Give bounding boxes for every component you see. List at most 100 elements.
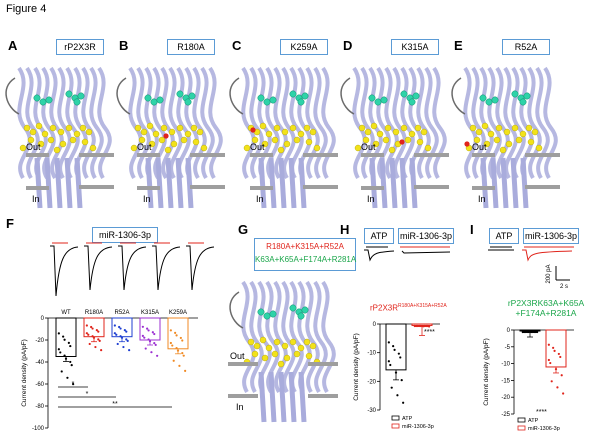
data-point: [547, 343, 550, 346]
title-h-sup: R180A+K315A+R52A: [398, 303, 447, 309]
yellow-residue: [261, 354, 269, 362]
data-point: [57, 348, 60, 351]
protein-ribbon: [249, 66, 264, 180]
yellow-residue: [251, 350, 259, 358]
yellow-residue: [200, 144, 208, 152]
out-label: Out: [230, 351, 245, 361]
cyan-residue: [269, 310, 277, 318]
protein-ribbon: [392, 66, 407, 180]
data-point: [125, 330, 128, 333]
cyan-residue: [73, 98, 81, 106]
data-point: [60, 370, 63, 373]
yellow-residue: [293, 350, 301, 358]
protein-ribbon: [200, 66, 215, 180]
yellow-residue: [152, 130, 160, 138]
cyan-residue: [485, 98, 493, 106]
data-point: [557, 352, 560, 356]
red-mutation-site: [250, 127, 256, 133]
panel-label-g: G: [238, 222, 249, 237]
yellow-residue: [499, 146, 507, 154]
figure-title: Figure 4: [6, 3, 47, 15]
data-point: [115, 333, 118, 336]
protein-c: [229, 66, 336, 209]
data-point: [63, 354, 66, 357]
yellow-residue: [305, 352, 313, 360]
in-label: In: [236, 402, 244, 412]
yellow-residue: [130, 144, 138, 152]
protein-a: [5, 66, 112, 209]
data-point: [400, 379, 403, 382]
yellow-residue: [253, 342, 261, 350]
protein-ribbon: [471, 66, 486, 180]
data-point: [394, 371, 398, 374]
data-point: [98, 339, 101, 342]
yellow-residue: [140, 128, 148, 136]
legend-label-mir: miR-1306-3p: [528, 426, 560, 432]
protein-helix: [298, 157, 307, 209]
cyan-residue: [150, 98, 158, 106]
cyan-residue: [412, 92, 420, 100]
yellow-residue: [519, 130, 527, 138]
data-point: [172, 359, 175, 362]
protein-ribbon: [81, 66, 96, 180]
data-point: [418, 324, 421, 328]
category-label: R52A: [114, 310, 129, 316]
data-point: [547, 358, 550, 362]
yellow-residue: [289, 338, 297, 346]
data-point: [147, 338, 150, 341]
data-point: [72, 383, 75, 386]
data-point: [147, 329, 150, 332]
data-point: [531, 330, 534, 334]
data-point: [536, 330, 539, 334]
cyan-residue: [523, 92, 531, 100]
legend-swatch-atp: [517, 417, 526, 423]
protein-helix: [288, 157, 297, 209]
data-point: [393, 348, 396, 352]
protein-helix: [165, 157, 174, 209]
yellow-residue: [261, 140, 269, 148]
protein-helix: [298, 371, 307, 423]
yellow-residue: [420, 128, 428, 136]
yellow-residue: [134, 124, 142, 132]
yellow-residue: [277, 360, 285, 368]
data-point: [57, 332, 60, 335]
yellow-residue: [47, 136, 55, 144]
protein-helix: [278, 371, 287, 423]
cyan-residue: [374, 98, 382, 106]
yellow-residue: [164, 146, 172, 154]
y-axis-label: Current density (pA/pF): [21, 339, 28, 407]
data-point: [116, 342, 119, 346]
y-tick-label: -10: [367, 351, 376, 357]
y-tick-label: -30: [367, 408, 376, 414]
atp-box-h: ATP: [364, 228, 394, 244]
yellow-residue: [531, 128, 539, 136]
data-point: [100, 349, 103, 352]
data-point: [399, 356, 402, 359]
data-point: [387, 360, 390, 363]
legend-label-atp: ATP: [528, 418, 539, 424]
data-point: [85, 332, 88, 335]
title-h-main: rP2X3R: [370, 303, 399, 313]
data-point: [556, 386, 559, 389]
protein-ribbon: [208, 66, 223, 180]
yellow-residue: [184, 130, 192, 138]
protein-structure-d: Out In: [340, 66, 449, 209]
protein-helix: [258, 371, 267, 423]
protein-loop: [340, 77, 355, 115]
legend-swatch-mir: [517, 425, 526, 431]
y-tick-label: -10: [501, 362, 510, 368]
data-point: [122, 345, 125, 349]
cyan-residue: [176, 90, 184, 98]
yellow-residue: [309, 128, 317, 136]
protein-b: [116, 66, 223, 209]
protein-structure-b: Out In: [116, 66, 225, 209]
y-tick-label: -5: [505, 345, 511, 351]
yellow-residue: [271, 136, 279, 144]
cyan-residue: [269, 96, 277, 104]
protein-structure-c: Out In: [229, 66, 338, 209]
cyan-residue: [297, 98, 305, 106]
data-point: [559, 355, 562, 359]
yellow-residue: [297, 130, 305, 138]
protein-helix: [389, 157, 398, 209]
data-point: [153, 332, 156, 336]
